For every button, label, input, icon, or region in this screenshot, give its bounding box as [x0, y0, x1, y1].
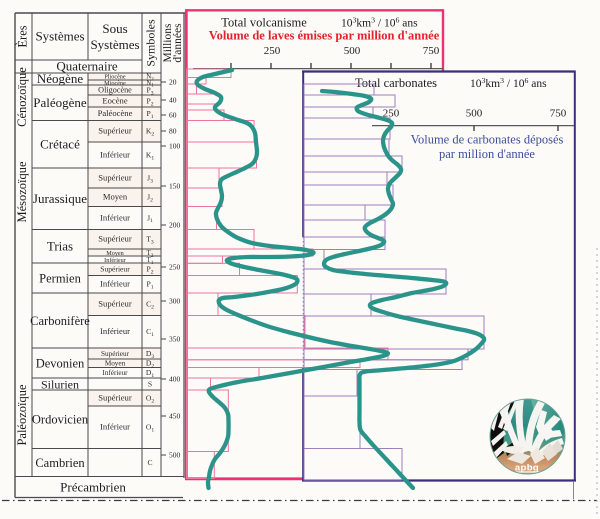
svg-text:Inférieur: Inférieur — [100, 422, 130, 432]
svg-text:Inférieur: Inférieur — [104, 257, 126, 264]
svg-text:Sous: Sous — [102, 21, 127, 36]
svg-text:250: 250 — [383, 108, 400, 120]
svg-text:par million d'année: par million d'année — [439, 147, 535, 161]
svg-text:apbg: apbg — [515, 463, 539, 474]
svg-text:350: 350 — [169, 335, 181, 344]
svg-text:J3: J3 — [147, 174, 153, 185]
svg-text:Volume de laves émises par mil: Volume de laves émises par million d'ann… — [209, 29, 440, 43]
svg-text:Cénozoïque: Cénozoïque — [15, 67, 29, 127]
svg-text:Ordovicien: Ordovicien — [32, 413, 89, 427]
svg-text:500: 500 — [169, 451, 181, 460]
svg-text:Moyen: Moyen — [103, 192, 128, 202]
svg-text:Millions: Millions — [162, 23, 174, 63]
svg-text:Mésozoïque: Mésozoïque — [15, 161, 29, 223]
svg-text:Supérieur: Supérieur — [98, 299, 132, 309]
svg-text:Total volcanisme: Total volcanisme — [221, 16, 307, 30]
svg-text:Silurien: Silurien — [41, 378, 79, 392]
svg-text:Moyen: Moyen — [106, 250, 124, 257]
svg-text:Supérieur: Supérieur — [98, 234, 132, 244]
svg-text:Précambrien: Précambrien — [60, 480, 126, 495]
svg-text:150: 150 — [169, 182, 181, 191]
svg-text:Ères: Ères — [15, 25, 29, 47]
svg-text:Paléogène: Paléogène — [33, 95, 87, 110]
svg-text:K1: K1 — [146, 151, 154, 162]
svg-text:O2: O2 — [146, 394, 154, 405]
svg-text:Paléozoïque: Paléozoïque — [15, 384, 29, 446]
svg-text:C2: C2 — [146, 300, 154, 311]
svg-text:P2: P2 — [146, 97, 153, 108]
svg-text:100: 100 — [169, 142, 181, 151]
svg-text:N2: N2 — [146, 74, 154, 83]
svg-text:T2: T2 — [147, 250, 154, 259]
svg-text:20: 20 — [169, 78, 177, 87]
svg-text:Cambrien: Cambrien — [35, 456, 85, 470]
svg-text:Moyen: Moyen — [105, 360, 126, 368]
svg-text:500: 500 — [466, 108, 483, 120]
svg-text:103km3 / 106 ans: 103km3 / 106 ans — [341, 16, 418, 30]
svg-text:Inférieur: Inférieur — [100, 326, 130, 336]
svg-text:500: 500 — [344, 45, 361, 57]
svg-text:Inférieur: Inférieur — [102, 369, 128, 377]
svg-text:Carbonifère: Carbonifère — [30, 314, 90, 328]
svg-text:T1: T1 — [147, 257, 154, 266]
svg-text:O1: O1 — [146, 423, 154, 434]
svg-text:400: 400 — [169, 375, 181, 384]
svg-text:Quaternaire: Quaternaire — [56, 59, 118, 74]
svg-text:P1: P1 — [146, 280, 153, 291]
svg-text:T3: T3 — [146, 235, 154, 246]
svg-text:D1: D1 — [146, 368, 154, 379]
svg-text:D2: D2 — [146, 359, 154, 370]
svg-text:Inférieur: Inférieur — [100, 279, 130, 289]
svg-text:Jurassique: Jurassique — [33, 191, 87, 206]
svg-text:Supérieur: Supérieur — [98, 126, 132, 136]
svg-text:Supérieur: Supérieur — [100, 265, 130, 274]
svg-text:Supérieur: Supérieur — [101, 350, 130, 358]
svg-text:Inférieur: Inférieur — [100, 150, 130, 160]
svg-text:250: 250 — [264, 45, 281, 57]
svg-text:80: 80 — [169, 127, 177, 136]
svg-text:P1: P1 — [146, 109, 153, 120]
svg-text:S: S — [148, 380, 152, 389]
svg-text:J1: J1 — [147, 213, 153, 224]
svg-text:40: 40 — [169, 96, 177, 105]
svg-text:60: 60 — [169, 111, 177, 120]
svg-text:Trias: Trias — [47, 239, 73, 254]
svg-text:Devonien: Devonien — [36, 357, 85, 371]
svg-text:250: 250 — [169, 263, 181, 272]
svg-text:P3: P3 — [146, 86, 153, 97]
svg-text:Total carbonates: Total carbonates — [355, 76, 437, 90]
svg-text:Oligocène: Oligocène — [98, 86, 132, 95]
svg-text:P2: P2 — [146, 265, 153, 276]
svg-text:Pliocène: Pliocène — [104, 74, 126, 81]
svg-text:J2: J2 — [147, 193, 153, 204]
svg-text:Supérieur: Supérieur — [98, 393, 132, 403]
svg-text:103km3 / 106 ans: 103km3 / 106 ans — [470, 76, 547, 90]
svg-text:Systèmes: Systèmes — [90, 37, 139, 52]
svg-text:d'années: d'années — [172, 23, 184, 63]
svg-text:Paléocène: Paléocène — [98, 108, 133, 118]
svg-text:Permien: Permien — [39, 272, 81, 286]
svg-text:Symboles: Symboles — [143, 19, 157, 67]
svg-text:750: 750 — [550, 108, 567, 120]
svg-text:Crétacé: Crétacé — [40, 137, 80, 152]
svg-text:Inférieur: Inférieur — [100, 212, 130, 222]
svg-text:C: C — [147, 458, 152, 467]
svg-text:Néogène: Néogène — [37, 71, 83, 86]
svg-text:Systèmes: Systèmes — [35, 29, 84, 44]
svg-text:750: 750 — [423, 45, 440, 57]
svg-text:450: 450 — [169, 412, 181, 421]
svg-text:C1: C1 — [146, 327, 154, 338]
svg-text:D3: D3 — [146, 349, 154, 360]
svg-text:N1: N1 — [146, 80, 154, 89]
svg-text:Eocène: Eocène — [102, 96, 127, 106]
svg-text:K2: K2 — [146, 127, 154, 138]
svg-text:200: 200 — [169, 221, 181, 230]
svg-text:Miocène: Miocène — [104, 80, 126, 87]
svg-text:300: 300 — [169, 297, 181, 306]
svg-text:Supérieur: Supérieur — [98, 173, 132, 183]
svg-text:Volume de carbonates déposés: Volume de carbonates déposés — [411, 133, 564, 147]
